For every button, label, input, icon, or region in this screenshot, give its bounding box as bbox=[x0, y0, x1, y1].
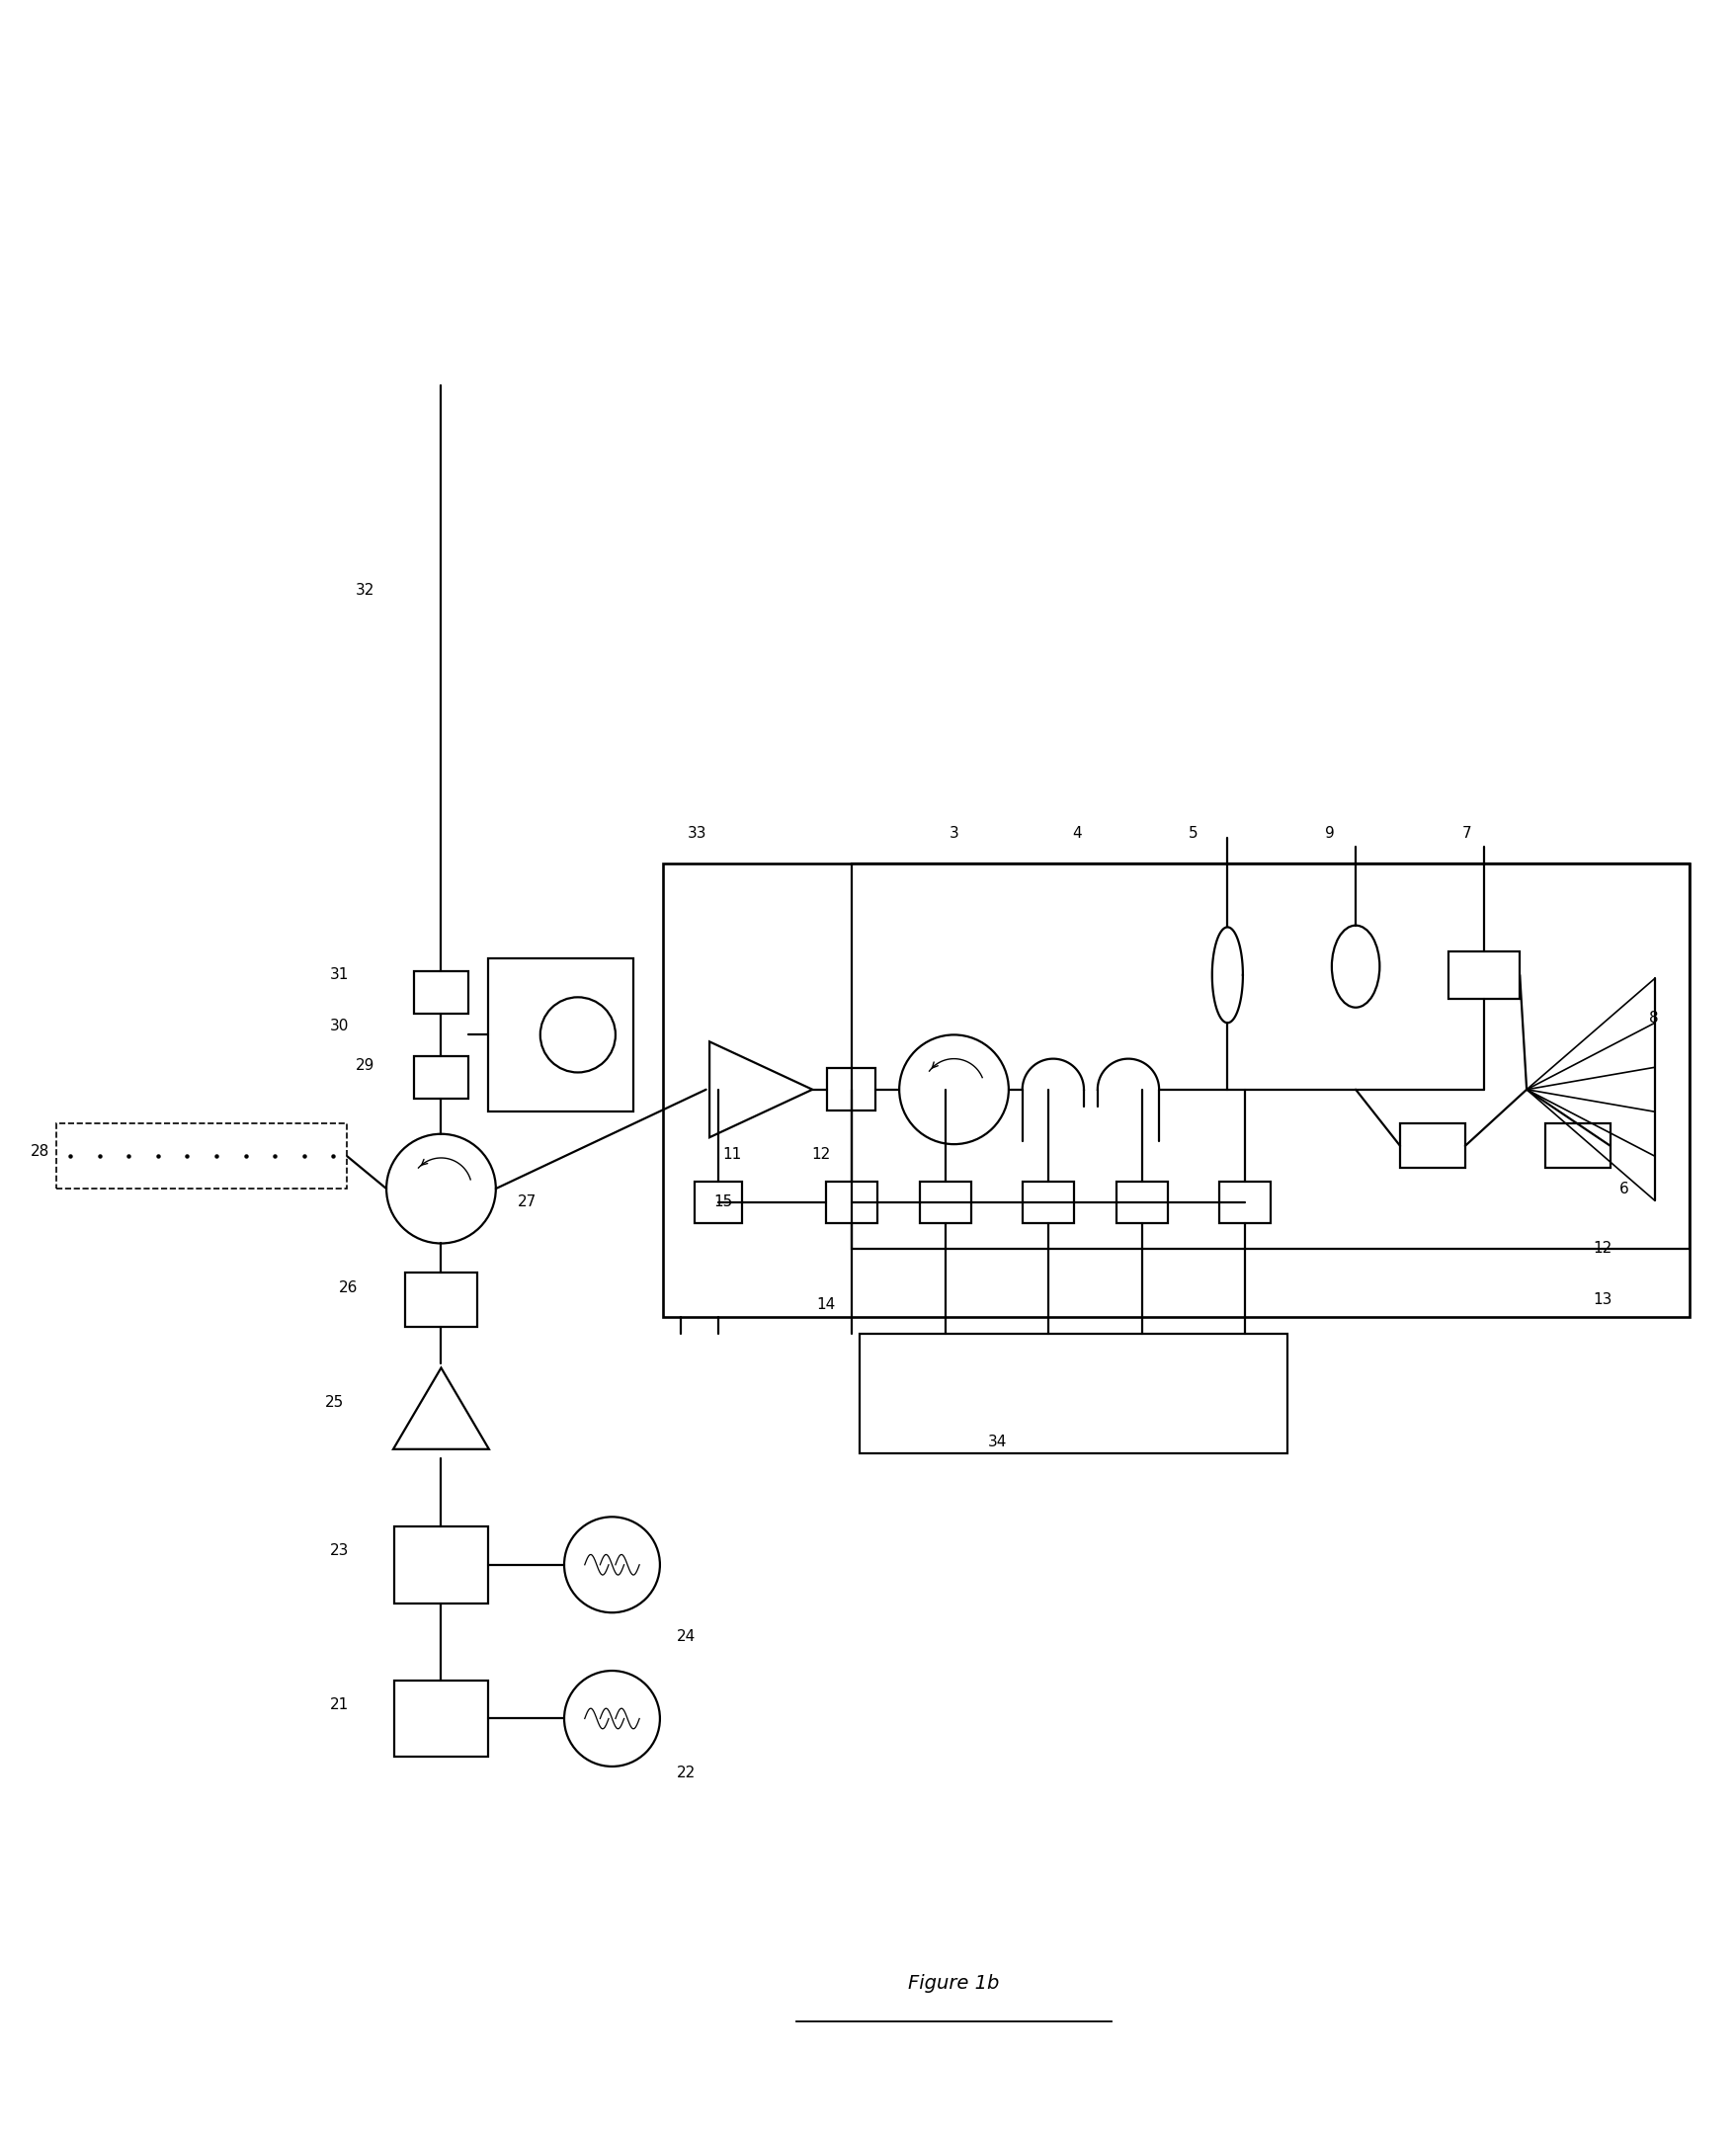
Bar bbox=[57, 1125, 347, 1189]
Bar bbox=[920, 1182, 970, 1223]
Bar bbox=[859, 1334, 1286, 1454]
Text: Figure 1b: Figure 1b bbox=[908, 1973, 998, 1993]
Text: 21: 21 bbox=[330, 1698, 349, 1713]
Bar bbox=[394, 1527, 488, 1604]
Bar bbox=[1116, 1182, 1167, 1223]
Text: 13: 13 bbox=[1592, 1291, 1611, 1306]
Text: 3: 3 bbox=[948, 825, 958, 840]
Text: 5: 5 bbox=[1187, 825, 1198, 840]
Bar bbox=[1219, 1182, 1269, 1223]
Bar bbox=[488, 958, 634, 1112]
Text: 24: 24 bbox=[677, 1629, 696, 1644]
Bar bbox=[663, 864, 1687, 1317]
Text: 27: 27 bbox=[517, 1195, 536, 1210]
Bar bbox=[394, 1680, 488, 1757]
Text: 4: 4 bbox=[1071, 825, 1082, 840]
Bar bbox=[1545, 1125, 1609, 1167]
Bar bbox=[1023, 1182, 1073, 1223]
Text: 6: 6 bbox=[1618, 1182, 1628, 1195]
Bar bbox=[694, 1182, 741, 1223]
Text: 31: 31 bbox=[330, 969, 349, 981]
Bar bbox=[413, 1056, 469, 1099]
Text: 32: 32 bbox=[356, 584, 375, 599]
Text: 30: 30 bbox=[330, 1020, 349, 1033]
Text: 15: 15 bbox=[713, 1195, 733, 1210]
Text: 28: 28 bbox=[31, 1144, 50, 1159]
Text: 14: 14 bbox=[816, 1298, 835, 1313]
Text: 12: 12 bbox=[811, 1148, 830, 1161]
Text: 26: 26 bbox=[339, 1281, 358, 1296]
Bar bbox=[851, 864, 1687, 1249]
Text: 25: 25 bbox=[325, 1394, 344, 1409]
Text: 29: 29 bbox=[356, 1058, 375, 1073]
Text: 11: 11 bbox=[722, 1148, 741, 1161]
Text: 34: 34 bbox=[988, 1435, 1007, 1450]
Text: 8: 8 bbox=[1647, 1011, 1658, 1024]
Text: 7: 7 bbox=[1462, 825, 1470, 840]
Text: 22: 22 bbox=[677, 1766, 696, 1781]
Bar bbox=[825, 1182, 877, 1223]
Bar bbox=[826, 1069, 875, 1112]
Bar bbox=[1448, 951, 1519, 998]
Text: 33: 33 bbox=[687, 825, 707, 840]
Text: 9: 9 bbox=[1325, 825, 1335, 840]
Text: 12: 12 bbox=[1592, 1240, 1611, 1255]
Bar bbox=[413, 971, 469, 1013]
Bar bbox=[404, 1272, 477, 1328]
Text: 23: 23 bbox=[330, 1544, 349, 1559]
Bar bbox=[1399, 1125, 1463, 1167]
